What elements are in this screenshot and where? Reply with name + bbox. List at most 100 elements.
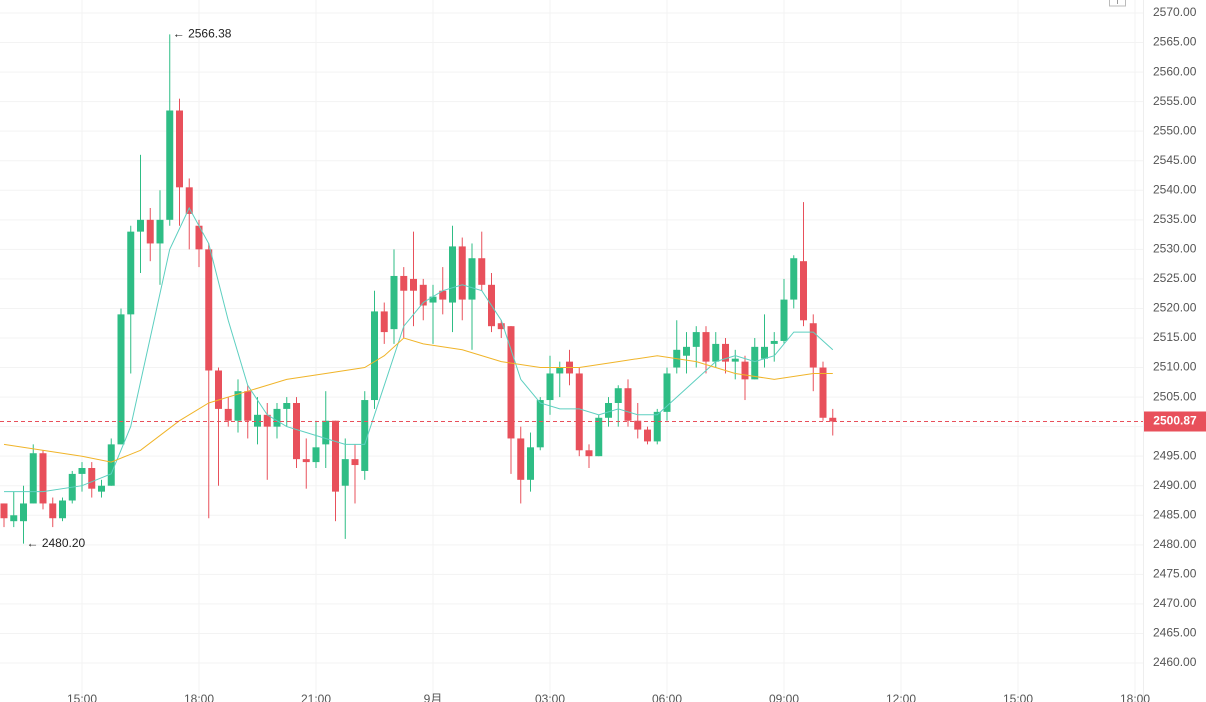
x-tick-label: 06:00 bbox=[652, 692, 682, 702]
candle-body bbox=[419, 284, 427, 306]
candle bbox=[517, 426, 525, 504]
candle-body bbox=[49, 503, 57, 519]
candle-body bbox=[575, 373, 583, 451]
candle-body bbox=[19, 503, 27, 522]
candle-body bbox=[585, 450, 593, 457]
candle bbox=[780, 278, 788, 344]
candle-body bbox=[107, 444, 115, 486]
candle-body bbox=[97, 485, 105, 492]
candle bbox=[78, 462, 86, 492]
candle-body bbox=[790, 258, 798, 300]
candle-body bbox=[234, 391, 242, 421]
y-tick-label: 2475.00 bbox=[1153, 567, 1197, 581]
candle-body bbox=[439, 290, 447, 300]
candle-body bbox=[809, 323, 817, 368]
candle bbox=[527, 432, 535, 492]
candle-body bbox=[751, 346, 759, 380]
candle-body bbox=[88, 468, 96, 489]
candle bbox=[829, 408, 837, 436]
candle bbox=[244, 385, 252, 439]
candle bbox=[263, 403, 271, 480]
candle bbox=[731, 349, 739, 380]
candle bbox=[722, 338, 730, 374]
x-tick-label: 12:00 bbox=[886, 692, 916, 702]
candle-body bbox=[634, 420, 642, 430]
candle bbox=[585, 444, 593, 468]
candle-body bbox=[712, 343, 720, 362]
last-price-box bbox=[1144, 411, 1206, 432]
candle-body bbox=[507, 326, 515, 439]
candle bbox=[39, 450, 47, 510]
candle bbox=[536, 397, 544, 451]
candle bbox=[29, 444, 37, 504]
candle-body bbox=[146, 219, 154, 244]
candle-body bbox=[0, 503, 8, 519]
candle-body bbox=[156, 219, 164, 244]
candle bbox=[478, 231, 486, 291]
y-tick-label: 2570.00 bbox=[1153, 5, 1197, 19]
candle bbox=[692, 326, 700, 368]
candle-body bbox=[78, 468, 86, 474]
candle-body bbox=[205, 249, 213, 371]
candle-body bbox=[224, 408, 232, 421]
candle-body bbox=[127, 231, 135, 315]
candle bbox=[673, 320, 681, 374]
candle-body bbox=[683, 346, 691, 356]
y-tick-label: 2470.00 bbox=[1153, 596, 1197, 610]
candle bbox=[205, 243, 213, 519]
y-tick-label: 2485.00 bbox=[1153, 507, 1197, 521]
candle bbox=[292, 397, 300, 468]
candle bbox=[809, 314, 817, 392]
y-tick-label: 2510.00 bbox=[1153, 360, 1197, 374]
candle bbox=[302, 438, 310, 489]
moving-average-line bbox=[3, 337, 833, 463]
candle bbox=[322, 391, 330, 468]
y-tick-label: 2520.00 bbox=[1153, 301, 1197, 315]
candle-body bbox=[702, 332, 710, 362]
candle bbox=[97, 479, 105, 498]
candle-body bbox=[185, 187, 193, 214]
candle bbox=[449, 225, 457, 333]
candle-body bbox=[595, 417, 603, 457]
candle-body bbox=[741, 361, 749, 380]
candle-body bbox=[244, 391, 252, 421]
y-tick-label: 2535.00 bbox=[1153, 212, 1197, 226]
y-tick-label: 2505.00 bbox=[1153, 389, 1197, 403]
candle bbox=[380, 302, 388, 344]
candle bbox=[117, 308, 125, 445]
candle bbox=[361, 391, 369, 480]
candle bbox=[429, 284, 437, 344]
candle-body bbox=[166, 110, 174, 220]
candle bbox=[166, 34, 174, 226]
candle bbox=[156, 190, 164, 285]
y-tick-label: 2530.00 bbox=[1153, 242, 1197, 256]
candle bbox=[253, 397, 261, 445]
x-tick-label: 21:00 bbox=[301, 692, 331, 702]
candle-body bbox=[429, 296, 437, 303]
y-tick-label: 2490.00 bbox=[1153, 478, 1197, 492]
candle-body bbox=[341, 459, 349, 486]
candle-body bbox=[195, 225, 203, 250]
moving-average-line bbox=[4, 206, 834, 493]
candle bbox=[390, 249, 398, 344]
candle-body bbox=[400, 275, 408, 291]
candle-body bbox=[351, 459, 359, 466]
candle-body bbox=[449, 246, 457, 303]
candle-body bbox=[780, 299, 788, 341]
candle bbox=[127, 225, 135, 374]
candle bbox=[234, 379, 242, 433]
candle bbox=[410, 231, 418, 327]
candle-body bbox=[614, 388, 622, 403]
candle-body bbox=[39, 453, 47, 504]
candle-body bbox=[692, 332, 700, 347]
candle bbox=[458, 237, 466, 321]
candle bbox=[49, 497, 57, 528]
candle-body bbox=[117, 314, 125, 445]
candle-body bbox=[136, 219, 144, 232]
candle bbox=[175, 98, 183, 226]
candle-body bbox=[273, 408, 281, 427]
candle bbox=[214, 367, 222, 486]
candle-body bbox=[478, 258, 486, 285]
y-tick-label: 2515.00 bbox=[1153, 330, 1197, 344]
